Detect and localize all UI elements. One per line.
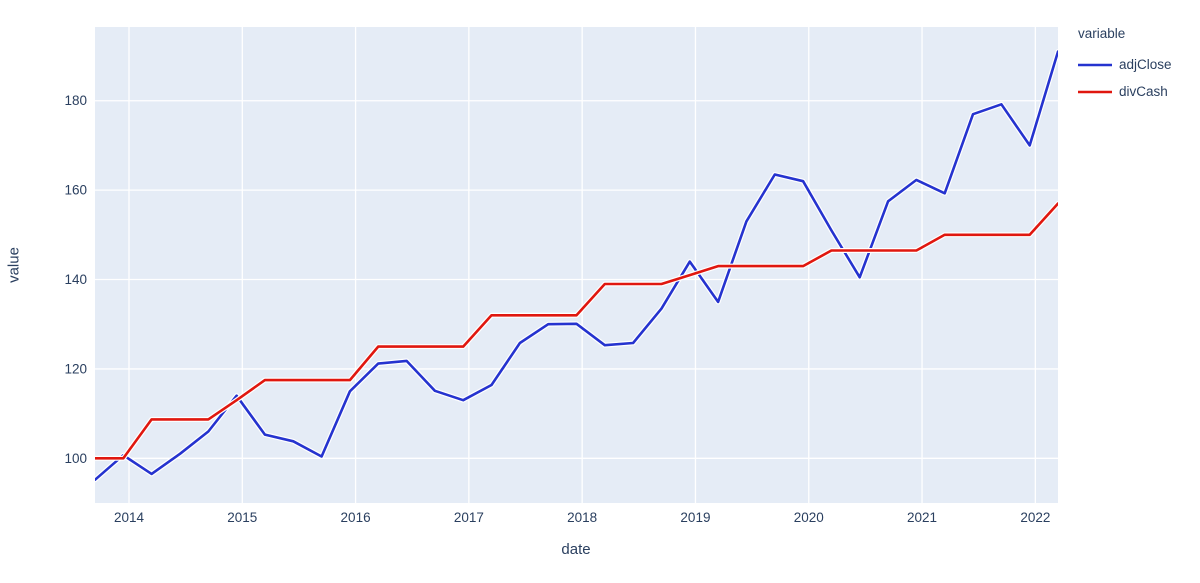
plot-area[interactable]: [95, 27, 1058, 503]
x-tick-label: 2020: [794, 510, 824, 525]
legend-item-divcash[interactable]: divCash: [1078, 78, 1172, 105]
legend-item-adjclose[interactable]: adjClose: [1078, 51, 1172, 78]
x-tick-label: 2014: [114, 510, 145, 525]
legend-label-adjclose: adjClose: [1119, 57, 1172, 72]
y-axis-title: value: [5, 247, 23, 283]
x-tick-label: 2017: [454, 510, 484, 525]
x-tick-label: 2021: [907, 510, 937, 525]
adjclose-line-swatch-icon: [1078, 63, 1112, 66]
x-axis-title: date: [561, 541, 591, 558]
y-tick-label: 100: [64, 451, 87, 466]
x-tick-label: 2016: [341, 510, 371, 525]
y-tick-label: 180: [64, 93, 87, 108]
x-tick-label: 2015: [227, 510, 257, 525]
y-tick-label: 160: [64, 183, 87, 198]
divCash-line: [95, 202, 1058, 460]
legend-label-divcash: divCash: [1119, 84, 1168, 99]
y-tick-label: 120: [64, 361, 87, 376]
x-tick-label: 2019: [680, 510, 710, 525]
divcash-line-swatch-icon: [1078, 90, 1112, 93]
x-tick-label: 2018: [567, 510, 597, 525]
y-tick-label: 140: [64, 272, 87, 287]
adjClose-line: [95, 50, 1058, 482]
legend: variable adjClose divCash: [1078, 26, 1172, 105]
legend-title: variable: [1078, 26, 1126, 41]
x-tick-label: 2022: [1020, 510, 1050, 525]
